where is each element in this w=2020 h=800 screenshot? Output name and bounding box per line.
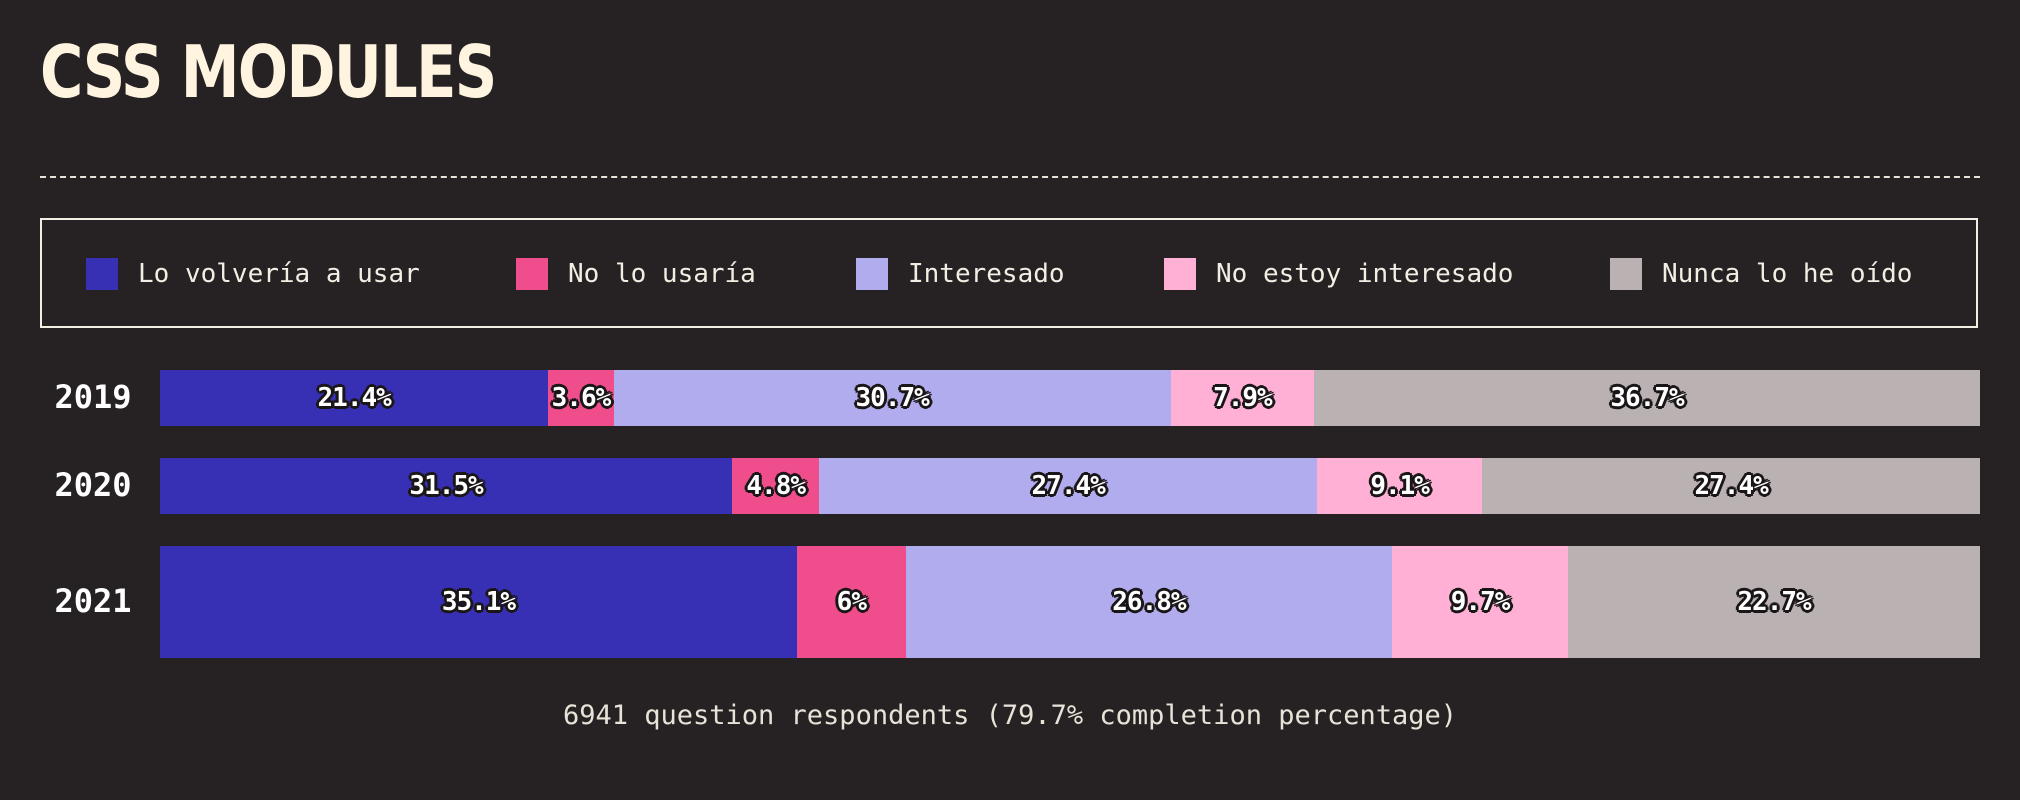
data-label: 21.4% xyxy=(317,383,392,413)
bar-segment[interactable]: 26.8% xyxy=(905,546,1393,658)
legend-label: Interesado xyxy=(908,259,1065,289)
year-label-2021: 2021 xyxy=(54,582,132,620)
bar-segment[interactable]: 36.7% xyxy=(1314,370,1980,426)
data-label: 4.8% xyxy=(746,471,806,501)
bar-row-2021: 35.1% 6% 26.8% 9.7% 22.7% xyxy=(160,546,1980,658)
legend-swatch xyxy=(1164,258,1196,290)
legend-swatch xyxy=(516,258,548,290)
data-label: 27.4% xyxy=(1031,471,1106,501)
data-label: 26.8% xyxy=(1112,587,1186,617)
legend-item-1[interactable]: Lo volvería a usar xyxy=(86,258,420,290)
legend-swatch xyxy=(856,258,888,290)
legend-item-5[interactable]: Nunca lo he oído xyxy=(1610,258,1912,290)
legend: Lo volvería a usar No lo usaría Interesado… xyxy=(40,218,1978,328)
data-label: 3.6% xyxy=(551,383,612,413)
bar-segment[interactable]: 35.1% xyxy=(160,546,797,658)
bar-segment[interactable]: 7.9% xyxy=(1170,370,1315,426)
legend-label: No lo usaría xyxy=(568,259,756,289)
data-label: 9.7% xyxy=(1450,587,1511,617)
legend-item-4[interactable]: No estoy interesado xyxy=(1164,258,1513,290)
chart-title: CSS MODULES xyxy=(40,30,497,114)
bar-segment[interactable]: 21.4% xyxy=(160,370,549,426)
bar-segment[interactable]: 22.7% xyxy=(1568,546,1980,658)
data-label: 27.4% xyxy=(1694,471,1769,501)
data-label: 36.7% xyxy=(1610,383,1684,413)
bar-segment[interactable]: 6% xyxy=(796,546,906,658)
bar-segment[interactable]: 27.4% xyxy=(1482,458,1980,514)
legend-label: Nunca lo he oído xyxy=(1662,259,1913,289)
legend-item-2[interactable]: No lo usaría xyxy=(516,258,756,290)
legend-item-3[interactable]: Interesado xyxy=(856,258,1065,290)
bar-segment[interactable]: 3.6% xyxy=(548,370,614,426)
bar-segment[interactable]: 4.8% xyxy=(732,458,820,514)
legend-swatch xyxy=(1610,258,1642,290)
data-label: 6% xyxy=(836,587,867,617)
legend-swatch xyxy=(86,258,118,290)
year-label-2019: 2019 xyxy=(54,378,132,416)
bar-segment[interactable]: 9.7% xyxy=(1392,546,1569,658)
data-label: 22.7% xyxy=(1737,587,1811,617)
legend-label: Lo volvería a usar xyxy=(138,259,420,289)
title-divider xyxy=(40,176,1980,178)
bar-segment[interactable]: 27.4% xyxy=(819,458,1317,514)
data-label: 35.1% xyxy=(441,587,516,617)
data-label: 7.9% xyxy=(1213,383,1273,413)
legend-label: No estoy interesado xyxy=(1216,259,1514,289)
data-label: 30.7% xyxy=(855,383,930,413)
bar-row-2020: 31.5% 4.8% 27.4% 9.1% 27.4% xyxy=(160,458,1980,514)
data-label: 9.1% xyxy=(1370,471,1430,501)
data-label: 31.5% xyxy=(409,471,483,501)
year-label-2020: 2020 xyxy=(54,466,132,504)
respondents-note: 6941 question respondents (79.7% complet… xyxy=(562,700,1458,731)
bar-segment[interactable]: 30.7% xyxy=(613,370,1171,426)
bar-row-2019: 21.4% 3.6% 30.7% 7.9% 36.7% xyxy=(160,370,1980,426)
bar-segment[interactable]: 31.5% xyxy=(160,458,733,514)
bar-segment[interactable]: 9.1% xyxy=(1317,458,1483,514)
